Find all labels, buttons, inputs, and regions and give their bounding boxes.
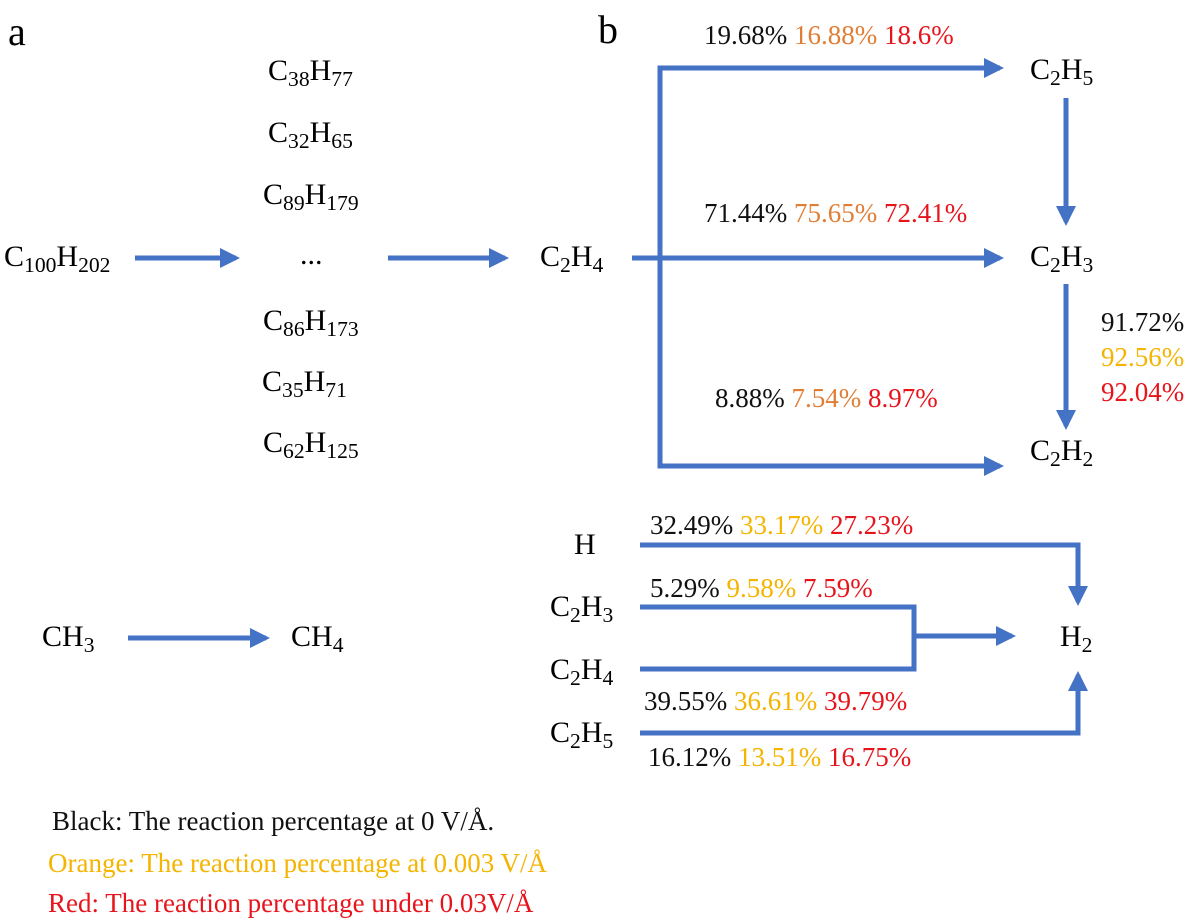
legend-orange: Orange: The reaction percentage at 0.003… <box>48 848 548 878</box>
arrow-c2h4-to-c2h5 <box>657 58 1004 258</box>
pct-to-c2h3: 71.44% 75.65% 72.41% <box>704 198 968 228</box>
pct-to-c2h2: 8.88% 7.54% 8.97% <box>715 383 938 413</box>
legend-red: Red: The reaction percentage under 0.03V… <box>48 888 534 918</box>
molecule-ch3: CH3 <box>42 620 95 658</box>
node-c2h5: C2H5 <box>1030 53 1094 91</box>
pct-c2h3-to-c2h2-0003v: 92.56% <box>1101 342 1185 372</box>
panel-a-label: a <box>8 9 26 54</box>
fragment-c86h173: C86H173 <box>263 304 359 342</box>
fragment-c89h179: C89H179 <box>263 178 359 216</box>
molecule-ch4: CH4 <box>291 620 344 658</box>
arrow-h-to-h2 <box>640 542 1088 606</box>
fragment-c62h125: C62H125 <box>263 426 359 464</box>
panel-b-label: b <box>598 7 618 52</box>
line-c2h3-branch <box>640 604 917 672</box>
source-c2h3: C2H3 <box>550 590 614 628</box>
fragment-c32h65: C32H65 <box>268 116 353 154</box>
pct-c2h3-to-c2h2-003v: 92.04% <box>1101 377 1185 407</box>
legend-black: Black: The reaction percentage at 0 V/Å. <box>52 806 495 836</box>
pct-c2h3-to-h2: 5.29% 9.58% 7.59% <box>650 573 873 603</box>
molecule-c2h4: C2H4 <box>540 240 604 278</box>
fragment-c38h77: C38H77 <box>268 54 353 92</box>
node-h2: H2 <box>1060 620 1093 658</box>
fragment-c35h71: C35H71 <box>262 365 347 403</box>
pct-c2h4-to-h2: 39.55% 36.61% 39.79% <box>644 686 908 716</box>
pct-c2h5-to-h2: 16.12% 13.51% 16.75% <box>648 742 912 772</box>
pct-to-c2h5: 19.68% 16.88% 18.6% <box>704 20 954 50</box>
pct-h-to-h2: 32.49% 33.17% 27.23% <box>650 510 914 540</box>
source-h: H <box>574 528 596 561</box>
arrow-c2h4-to-c2h2 <box>657 258 1004 476</box>
node-c2h2: C2H2 <box>1030 434 1094 472</box>
arrow-c2h5-to-h2 <box>640 671 1088 736</box>
molecule-c100h202: C100H202 <box>4 240 111 278</box>
fragment-ellipsis: ... <box>300 238 323 271</box>
source-c2h4: C2H4 <box>550 653 614 691</box>
pct-c2h3-to-c2h2-0v: 91.72% <box>1101 307 1185 337</box>
node-c2h3: C2H3 <box>1030 240 1094 278</box>
source-c2h5: C2H5 <box>550 716 614 754</box>
